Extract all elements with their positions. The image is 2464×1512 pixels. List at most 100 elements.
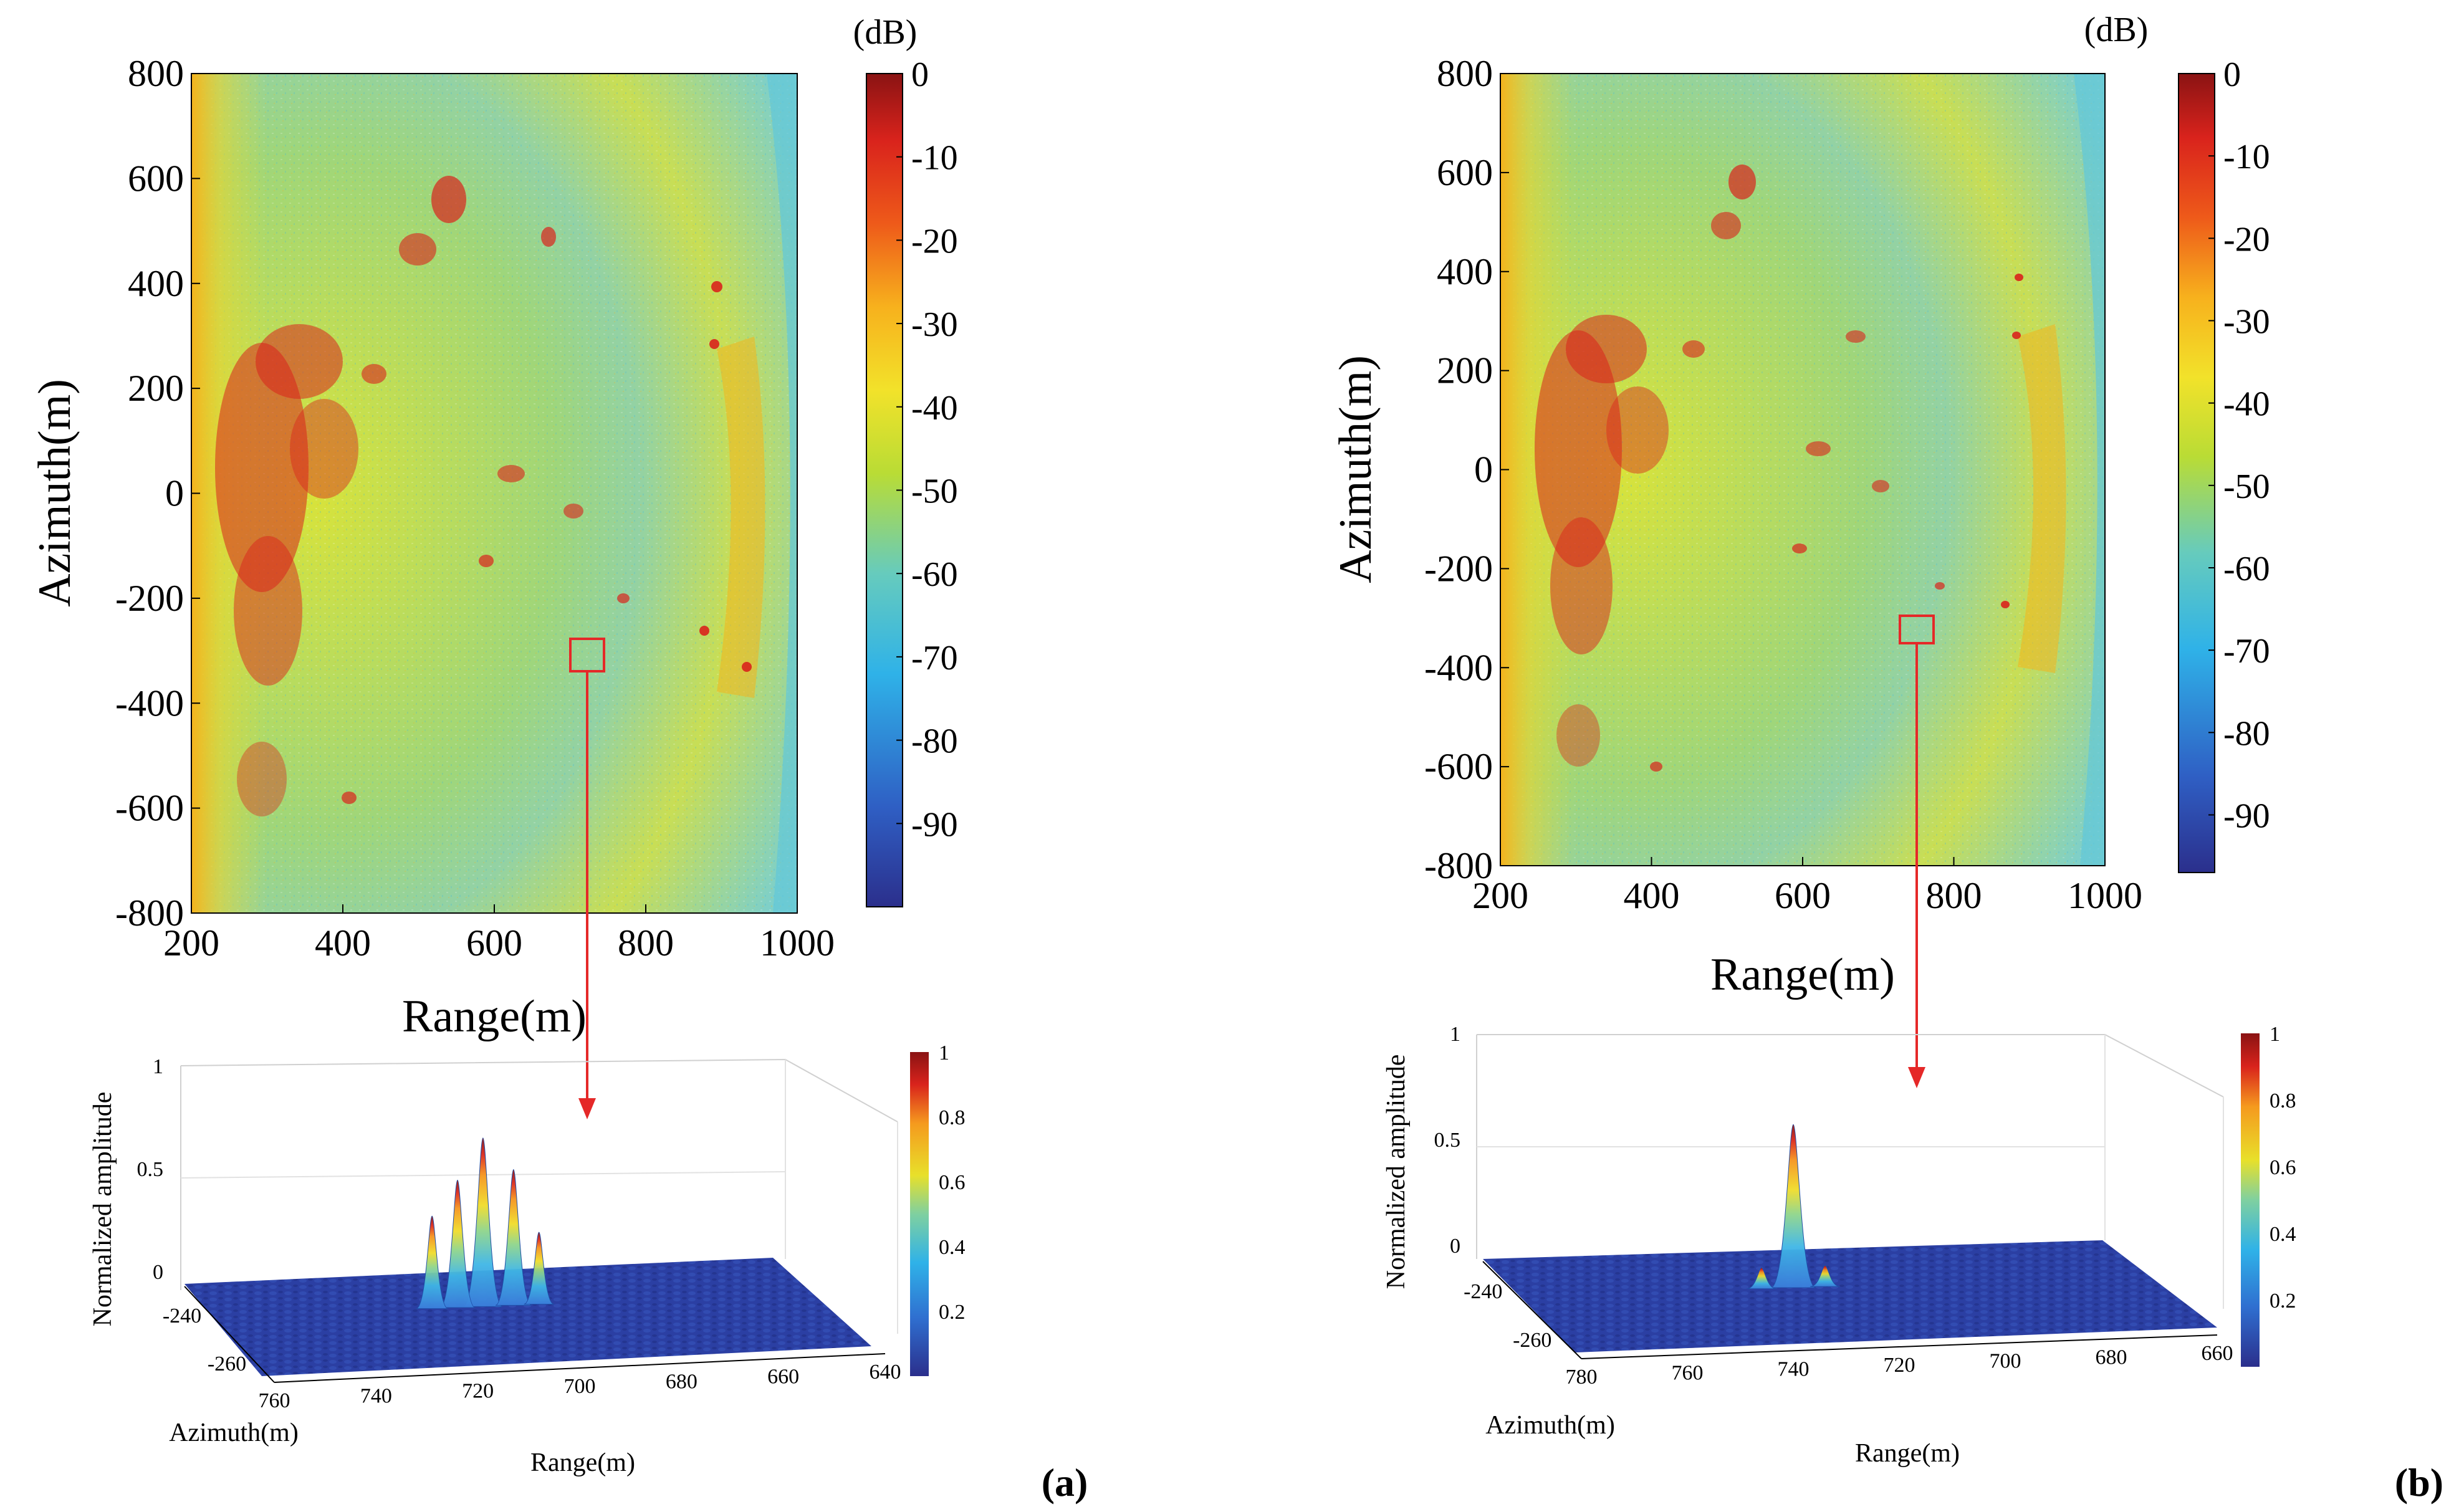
heatmap-a-targets bbox=[215, 176, 752, 816]
surface-b: 00.51 780 760 740 720 700 680 660 -240-260 Nor… bbox=[1382, 1023, 2296, 1468]
colorbar-b-ticks: 0 -10 -20 -30 -40 -50 -60 -70 -80 -90 bbox=[2208, 55, 2270, 835]
small-colorbar-tick-label: 1 bbox=[2270, 1023, 2280, 1046]
surface-b-y-axis bbox=[1482, 1261, 1582, 1359]
small-colorbar-tick-label: 0.2 bbox=[939, 1301, 966, 1324]
annotation-a-arrow-head bbox=[578, 1098, 596, 1119]
colorbar-a-ticks: 0 -10 -20 -30 -40 -50 -60 -70 -80 -90 bbox=[896, 55, 958, 844]
colorbar-tick-label: -40 bbox=[2223, 385, 2270, 424]
surface-y-tick-label: -240 bbox=[163, 1304, 201, 1328]
surface-x-tick-label: 700 bbox=[564, 1375, 596, 1398]
panel-a-svg: 200 400 600 800 1000 -800-600-400-2000200400… bbox=[29, 13, 1088, 1505]
colorbar-tick-label: -90 bbox=[911, 805, 958, 844]
panel-b: 200 400 600 800 1000 -800 -600 -400 -200 0 200 400… bbox=[1232, 0, 2464, 1512]
heatmap-b-xlabel: Range(m) bbox=[1710, 949, 1895, 1000]
heatmap-b: 200 400 600 800 1000 -800 -600 -400 -200 0 200 400… bbox=[1330, 53, 2142, 1088]
heatmap-a-x-ticks: 200 400 600 800 1000 bbox=[163, 904, 835, 964]
small-colorbar-tick-label: 0.8 bbox=[939, 1106, 966, 1129]
y-tick-label: -400 bbox=[1424, 647, 1493, 688]
colorbar-a-label: (dB) bbox=[853, 13, 918, 52]
heatmap-b-y-ticks: -800 -600 -400 -200 0 200 400 600 800 bbox=[1424, 53, 1509, 886]
colorbar-tick-label: -70 bbox=[911, 639, 958, 677]
surface-x-tick-label: 740 bbox=[360, 1384, 392, 1407]
y-tick-label: 800 bbox=[128, 53, 184, 94]
z-tick-label: 1 bbox=[1450, 1023, 1460, 1046]
surface-a-peaks bbox=[416, 1137, 554, 1309]
surface-peak bbox=[524, 1232, 554, 1305]
surface-x-tick-label: 660 bbox=[2202, 1342, 2233, 1365]
surface-peak bbox=[439, 1179, 476, 1308]
annotation-b-arrow-head bbox=[1908, 1067, 1925, 1088]
colorbar-tick-label: -90 bbox=[2223, 797, 2270, 835]
surface-x-tick-label: 760 bbox=[1672, 1362, 1704, 1385]
colorbar-tick-label: -80 bbox=[911, 722, 958, 761]
heatmap-a-y-ticks: -800 -600 -400 -200 0 200 400 600 800 bbox=[115, 53, 200, 934]
colorbar-b-bar bbox=[2178, 73, 2215, 873]
surface-x-tick-label: 720 bbox=[1884, 1354, 1915, 1377]
colorbar-tick-label: -70 bbox=[2223, 632, 2270, 671]
colorbar-tick-label: -30 bbox=[2223, 302, 2270, 341]
y-tick-label: -200 bbox=[1424, 548, 1493, 589]
colorbar-tick-label: -20 bbox=[2223, 220, 2270, 259]
colorbar-tick-label: -80 bbox=[2223, 714, 2270, 753]
y-tick-label: 0 bbox=[1474, 449, 1493, 490]
x-tick-label: 400 bbox=[315, 922, 371, 964]
colorbar-tick-label: -10 bbox=[2223, 138, 2270, 176]
small-colorbar-tick-label: 0.6 bbox=[2270, 1156, 2296, 1179]
heatmap-b-ylabel: Azimuth(m) bbox=[1330, 355, 1381, 583]
surface-peak bbox=[416, 1215, 448, 1309]
surface-b-xlabel: Range(m) bbox=[1855, 1439, 1960, 1468]
surface-a-x-ticks: 760 740 720 700 680 660 640 bbox=[259, 1361, 901, 1412]
y-tick-label: -800 bbox=[1424, 845, 1493, 886]
colorbar-tick-label: -60 bbox=[911, 555, 958, 594]
surface-x-tick-label: 680 bbox=[2096, 1346, 2127, 1369]
surface-x-tick-label: 700 bbox=[1990, 1350, 2021, 1373]
y-tick-label: 600 bbox=[128, 158, 184, 199]
surface-a-back-frame bbox=[180, 1058, 898, 1122]
heatmap-b-targets bbox=[1535, 165, 2023, 772]
colorbar-tick-label: -10 bbox=[911, 139, 958, 178]
surface-a-y-ticks: -240 -260 bbox=[163, 1304, 246, 1376]
y-tick-label: 400 bbox=[1437, 251, 1493, 292]
surface-a-xlabel: Range(m) bbox=[530, 1448, 635, 1477]
z-tick-label: 1 bbox=[153, 1055, 163, 1078]
y-tick-label: 600 bbox=[1437, 152, 1493, 193]
heatmap-b-farrange-edge bbox=[2074, 74, 2105, 866]
surface-x-tick-label: 740 bbox=[1778, 1357, 1810, 1380]
surface-b-zlabel: Normalized amplitude bbox=[1382, 1055, 1411, 1290]
heatmap-a-farrange-edge bbox=[767, 74, 797, 913]
colorbar-a-small-ticks: 1 0.8 0.6 0.4 0.2 bbox=[939, 1041, 966, 1324]
small-colorbar-tick-label: 0.4 bbox=[2270, 1223, 2296, 1246]
y-tick-label: 200 bbox=[1437, 350, 1493, 391]
x-tick-label: 600 bbox=[466, 922, 522, 964]
heatmap-a-xlabel: Range(m) bbox=[402, 991, 587, 1042]
colorbar-b-small-ticks: 1 0.8 0.6 0.4 0.2 bbox=[2270, 1023, 2296, 1313]
surface-a-ylabel: Azimuth(m) bbox=[169, 1419, 299, 1447]
small-colorbar-tick-label: 0.4 bbox=[939, 1236, 966, 1259]
surface-peak bbox=[1747, 1267, 1776, 1290]
surface-peak bbox=[1770, 1124, 1816, 1288]
surface-b-x-axis bbox=[1581, 1334, 2218, 1359]
surface-peak bbox=[495, 1169, 532, 1306]
colorbar-tick-label: -20 bbox=[911, 222, 958, 261]
x-tick-label: 1000 bbox=[2068, 875, 2142, 916]
surface-y-tick-label: -260 bbox=[1513, 1329, 1551, 1352]
surface-b-y-ticks: -240 -260 bbox=[1464, 1280, 1551, 1352]
colorbar-b-label: (dB) bbox=[2084, 11, 2149, 49]
colorbar-tick-label: 0 bbox=[2223, 55, 2241, 94]
small-colorbar-tick-label: 0.2 bbox=[2270, 1290, 2296, 1313]
colorbar-b-small-bar bbox=[2241, 1033, 2260, 1367]
colorbar-a-small-bar bbox=[910, 1052, 929, 1376]
colorbar-tick-label: -40 bbox=[911, 389, 958, 428]
surface-x-tick-label: 760 bbox=[259, 1389, 290, 1412]
surface-b-floor bbox=[1483, 1240, 2217, 1352]
colorbar-tick-label: -50 bbox=[2223, 467, 2270, 506]
small-colorbar-tick-label: 0.8 bbox=[2270, 1089, 2296, 1112]
surface-y-tick-label: -260 bbox=[208, 1352, 246, 1376]
y-tick-label: -600 bbox=[115, 788, 184, 829]
y-tick-label: 400 bbox=[128, 263, 184, 304]
z-tick-label: 0.5 bbox=[137, 1158, 164, 1181]
surface-b-peaks bbox=[1747, 1124, 1840, 1290]
surface-a-y-axis bbox=[184, 1286, 275, 1383]
y-tick-label: -800 bbox=[115, 892, 184, 934]
panel-a: 200 400 600 800 1000 -800 -600 -400 -200 0 200 400… bbox=[29, 13, 1088, 1505]
